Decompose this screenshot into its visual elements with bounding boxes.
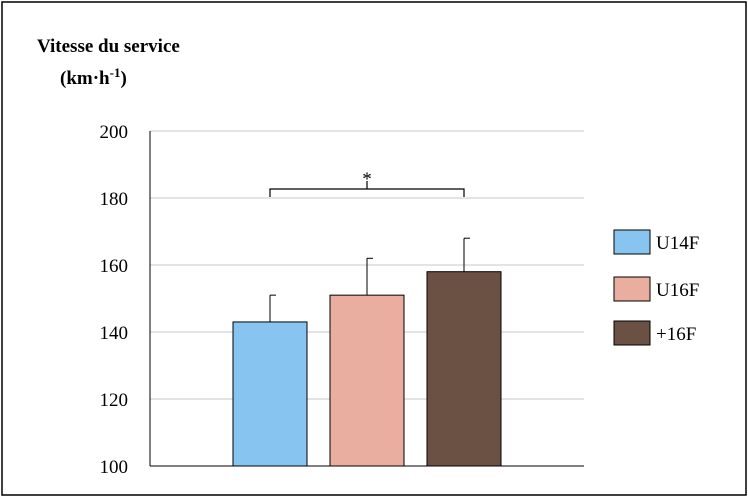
legend-swatch (613, 229, 651, 255)
y-tick-label: 180 (100, 189, 129, 210)
bars (232, 271, 502, 467)
bar-1 (232, 321, 308, 467)
y-tick-label: 120 (100, 390, 129, 411)
y-axis-unit-base: (km·h (60, 68, 110, 89)
y-axis-unit-close: ) (120, 68, 126, 89)
bar-3 (426, 271, 502, 467)
y-tick-labels: 100 120 140 160 180 200 (100, 122, 129, 478)
error-bar (269, 294, 276, 322)
y-tick-label: 100 (100, 457, 129, 478)
y-tick-label: 160 (100, 256, 129, 277)
legend-swatch (613, 320, 651, 346)
significance-star: * (362, 169, 372, 190)
error-bar (463, 237, 470, 272)
legend: U14F U16F +16F (613, 229, 699, 346)
legend-swatch (613, 276, 651, 302)
significance-bracket-line (269, 181, 465, 197)
significance-bracket: * (269, 169, 465, 197)
y-axis-unit-superscript: -1 (110, 65, 121, 80)
legend-item: U16F (613, 276, 699, 302)
legend-label: U16F (656, 280, 699, 301)
legend-label: U14F (656, 233, 699, 254)
y-tick-label: 200 (100, 122, 129, 143)
error-bars (269, 237, 470, 322)
legend-item: +16F (613, 320, 696, 346)
legend-item: U14F (613, 229, 699, 255)
chart-title: Vitesse du service (37, 36, 180, 57)
bar-2 (329, 294, 405, 467)
error-bar (366, 257, 373, 296)
legend-label: +16F (656, 324, 696, 345)
y-axis-unit: (km·h-1) (60, 65, 127, 89)
y-tick-label: 140 (100, 323, 129, 344)
